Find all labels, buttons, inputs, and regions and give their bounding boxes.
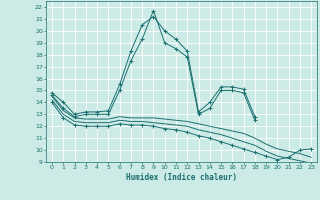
X-axis label: Humidex (Indice chaleur): Humidex (Indice chaleur)	[126, 173, 237, 182]
